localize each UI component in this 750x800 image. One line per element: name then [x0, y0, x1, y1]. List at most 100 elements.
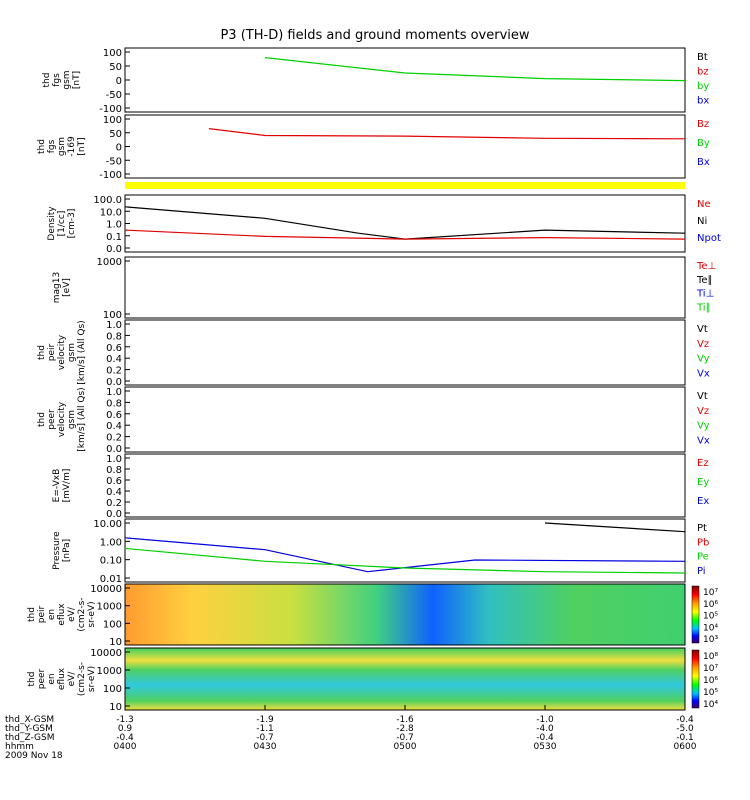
y-axis-label-line: [eV]	[62, 278, 72, 297]
series-line-Ne	[124, 229, 686, 240]
y-axis-label-line: thd	[42, 73, 52, 88]
x-tick-label: -0.7	[396, 733, 414, 743]
colorbar-label: 10⁸	[703, 652, 718, 662]
x-tick-label: 0530	[534, 742, 557, 752]
y-axis-label-line: velocity	[57, 334, 67, 370]
y-tick-label: 1.0	[106, 220, 122, 231]
x-row-label: thd_X-GSM	[5, 715, 54, 725]
y-axis-label-line: thd	[27, 607, 37, 622]
y-tick-label: 0.8	[106, 465, 122, 476]
legend-entry: Vt	[697, 324, 708, 335]
y-axis-label-line: [km/s] (All Qs)	[77, 320, 87, 384]
series-line-Pe	[124, 547, 686, 574]
y-axis-label-line: peir	[47, 343, 57, 361]
y-axis-label-line: peer	[37, 668, 47, 689]
x-tick-label: 0500	[394, 742, 417, 752]
colorbar	[691, 649, 700, 709]
legend-entry: Bz	[697, 119, 709, 130]
y-axis-label-line: thd	[37, 345, 47, 360]
colorbar-label: 10⁷	[703, 588, 718, 598]
y-axis-label-line: velocity	[57, 401, 67, 437]
colorbar-label: 10⁷	[703, 664, 718, 674]
y-tick-label: 0.6	[106, 476, 122, 487]
y-tick-label: 0.01	[100, 574, 122, 585]
panel-frame-density	[124, 194, 686, 253]
y-axis-label-line: Pressure	[52, 531, 62, 570]
legend-entry: Pi	[697, 566, 706, 577]
y-axis-label-line: thd	[37, 412, 47, 427]
y-axis-label-fgs: thd fgs gsm [nT]	[42, 70, 82, 89]
y-tick-label: 10	[109, 637, 122, 648]
y-axis-label-line: [nPa]	[62, 539, 72, 562]
y-tick-label: 100	[103, 684, 122, 695]
y-axis-label-line: [mV/m]	[62, 469, 72, 503]
y-tick-label: -50	[106, 156, 122, 167]
legend-entry: By	[697, 138, 710, 149]
legend-entry: Bt	[697, 52, 708, 63]
y-tick-label: 0.0	[106, 377, 122, 388]
y-tick-label: -100	[99, 104, 122, 115]
legend-entry: Ti⊥	[696, 289, 714, 300]
y-tick-label: 0.2	[106, 366, 122, 377]
y-axis-label-line: sr-eV)	[87, 601, 97, 627]
y-axis-label-density: Density [1/cc] [cm-3]	[47, 206, 77, 241]
x-tick-label: -1.9	[256, 715, 274, 725]
x-row-label: thd_Y-GSM	[5, 724, 53, 734]
y-tick-label: 1000	[97, 666, 122, 677]
y-tick-label: 100	[103, 619, 122, 630]
x-tick-label: -1.0	[536, 715, 554, 725]
y-tick-label: 0.8	[106, 398, 122, 409]
y-tick-label: 0.6	[106, 410, 122, 421]
colorbar-label: 10⁵	[703, 612, 718, 622]
y-axis-label-line: [cm-3]	[67, 209, 77, 239]
y-tick-label: 50	[109, 62, 122, 73]
y-tick-label: 50	[109, 129, 122, 140]
colorbar-label: 10³	[703, 635, 718, 645]
colorbar-label: 10⁴	[703, 623, 718, 633]
x-tick-label: -1.3	[116, 715, 134, 725]
legend-entry: Ey	[697, 477, 709, 488]
y-axis-label-line: eV/	[67, 671, 77, 687]
y-axis-label-line: sr-eV)	[87, 666, 97, 692]
y-tick-label: 100	[103, 115, 122, 126]
legend-entry: Pe	[697, 552, 709, 563]
y-axis-label-line: [nT]	[72, 71, 82, 89]
x-tick-label: -5.0	[676, 724, 694, 734]
y-axis-label-peer_spec: thd peer en eflux eV/(cm2-s-sr-eV)	[27, 662, 97, 696]
y-axis-label-line: gsm	[62, 70, 72, 89]
y-axis-label-line: en	[47, 673, 57, 684]
y-tick-label: 0.1	[106, 232, 122, 243]
y-tick-label: 10000	[90, 584, 122, 595]
x-row-label: thd_Z-GSM	[5, 733, 54, 743]
y-axis-label-line: gsm	[57, 137, 67, 156]
peer-spectrogram	[125, 648, 685, 710]
y-axis-label-line: thd	[27, 672, 37, 687]
y-axis-label-line: fgs	[52, 73, 62, 87]
y-axis-label-line: gsm	[67, 343, 77, 362]
legend-entry: bz	[697, 67, 709, 78]
series-line-Ni	[124, 206, 686, 240]
legend-entry: Ez	[697, 458, 709, 469]
y-axis-label-line: peir	[37, 605, 47, 623]
panel-frame-peir_spec	[124, 583, 686, 646]
y-tick-label: 10	[109, 702, 122, 713]
legend-entry: Vz	[697, 406, 709, 417]
x-tick-label: 0.9	[118, 724, 133, 734]
y-tick-label: 1000	[97, 602, 122, 613]
legend-entry: Vz	[697, 339, 709, 350]
x-tick-label: -0.4	[676, 715, 694, 725]
panel-frame-pressure	[124, 518, 686, 583]
y-tick-label: 0.2	[106, 433, 122, 444]
colorbar	[691, 585, 700, 644]
legend-entry: Vt	[697, 391, 708, 402]
legend-entry: Ex	[697, 496, 709, 507]
legend-entry: bx	[697, 96, 709, 107]
y-axis-label-line: E=-VxB	[52, 469, 62, 503]
y-tick-label: 0.10	[100, 556, 122, 567]
y-tick-label: 0	[116, 76, 122, 87]
legend-entry: Pt	[697, 523, 707, 534]
y-tick-label: 0.8	[106, 331, 122, 342]
y-tick-label: 1000	[97, 257, 122, 268]
y-axis-label-peir_spec: thd peir en eflux eV/(cm2-s-sr-eV)	[27, 597, 97, 631]
